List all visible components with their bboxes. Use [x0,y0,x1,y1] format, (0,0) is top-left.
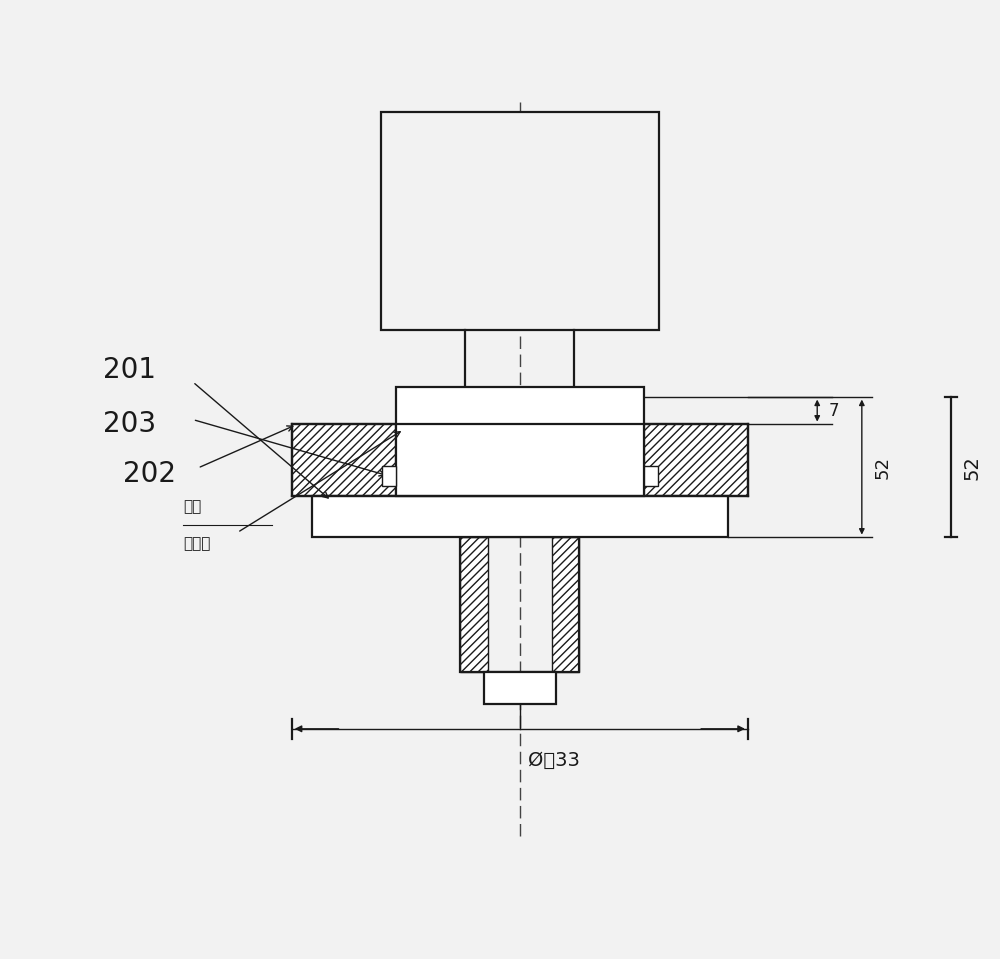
Bar [381,112,659,330]
Text: 202: 202 [123,460,176,488]
Text: Ø｜33: Ø｜33 [528,751,580,770]
Bar [644,425,748,496]
Bar [460,537,579,672]
Bar [382,466,396,486]
Bar [552,537,579,672]
Bar [312,496,728,537]
Text: 密封面: 密封面 [183,536,210,550]
Text: 52: 52 [874,456,892,479]
Text: 52: 52 [963,455,982,480]
Text: 203: 203 [103,410,157,438]
Text: 7: 7 [829,402,840,420]
Text: 201: 201 [103,356,156,384]
Bar [644,466,658,486]
Bar [396,386,644,496]
Text: 焊点: 焊点 [183,500,201,514]
Bar [484,672,556,704]
Bar [292,425,396,496]
Bar [460,537,488,672]
